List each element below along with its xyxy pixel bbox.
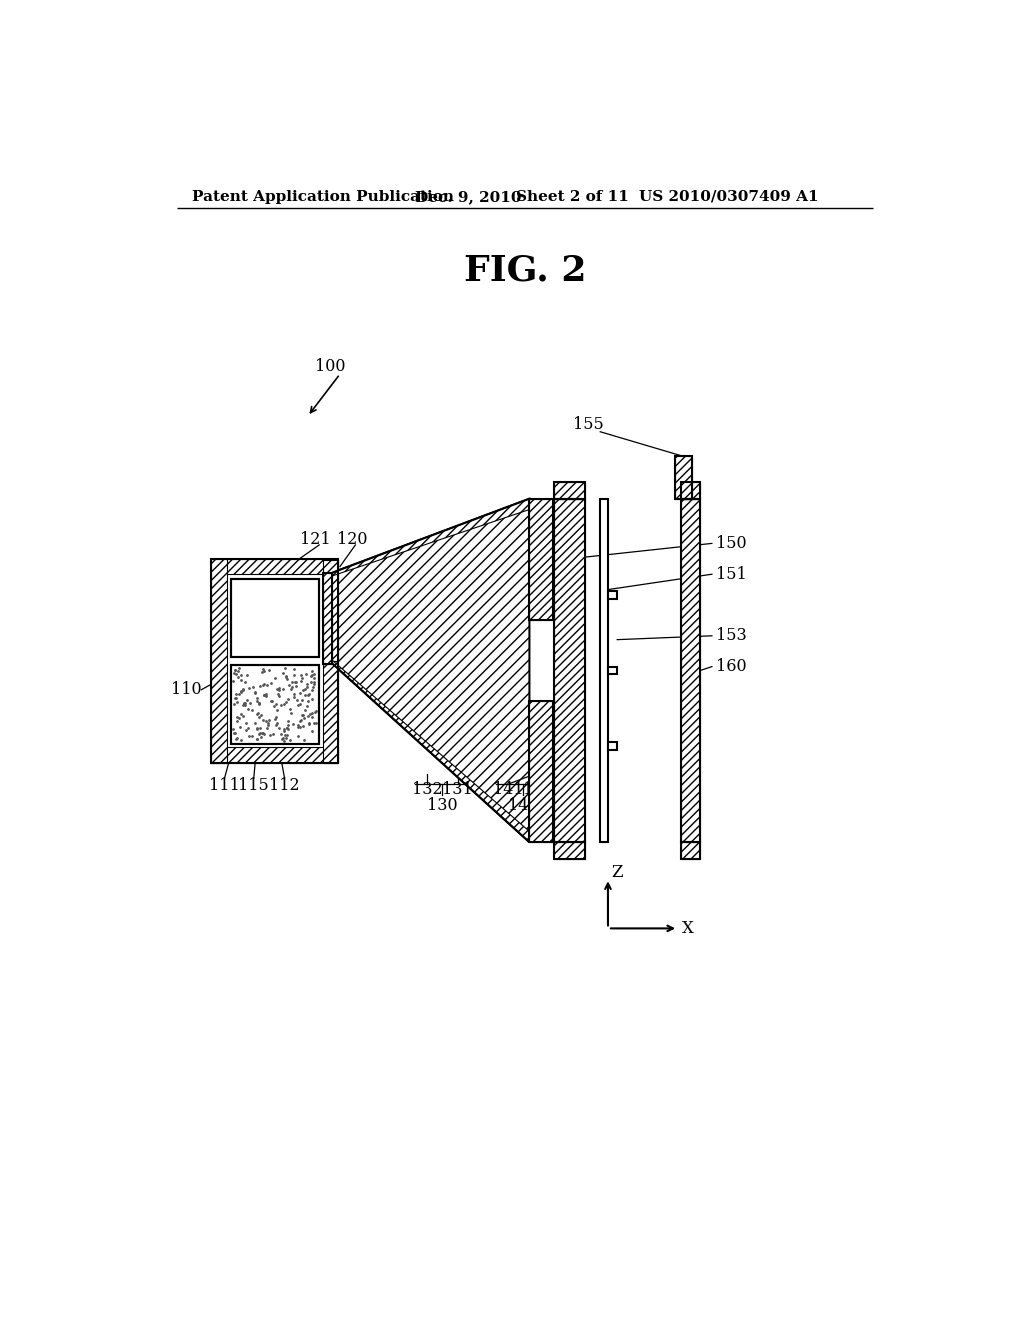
- Text: 155: 155: [573, 416, 604, 433]
- Bar: [681, 499, 700, 842]
- Text: 120: 120: [337, 531, 368, 548]
- Text: 115: 115: [239, 777, 269, 795]
- Text: US 2010/0307409 A1: US 2010/0307409 A1: [639, 190, 818, 203]
- Bar: [675, 457, 692, 499]
- Text: 112: 112: [269, 777, 300, 795]
- Text: 160: 160: [716, 659, 746, 675]
- Bar: [323, 573, 333, 664]
- Bar: [230, 665, 319, 743]
- Bar: [323, 661, 339, 763]
- Bar: [608, 742, 617, 750]
- Bar: [554, 842, 585, 859]
- Bar: [529, 499, 553, 620]
- Bar: [608, 667, 617, 675]
- Bar: [211, 558, 339, 763]
- Text: FIG. 2: FIG. 2: [464, 253, 586, 286]
- Bar: [608, 591, 617, 599]
- Text: Z: Z: [611, 863, 624, 880]
- Bar: [323, 560, 339, 661]
- Text: 140: 140: [508, 797, 539, 813]
- Text: Patent Application Publication: Patent Application Publication: [193, 190, 455, 203]
- Text: 151: 151: [716, 566, 746, 582]
- Text: 131: 131: [442, 781, 473, 799]
- Bar: [230, 665, 319, 743]
- Bar: [554, 499, 585, 842]
- Bar: [554, 499, 585, 842]
- Bar: [675, 457, 692, 499]
- Text: 110: 110: [171, 681, 202, 698]
- Bar: [554, 482, 585, 499]
- Text: 132: 132: [412, 781, 442, 799]
- Bar: [681, 482, 700, 499]
- Bar: [600, 499, 608, 842]
- Text: Sheet 2 of 11: Sheet 2 of 11: [515, 190, 629, 203]
- Text: 130: 130: [427, 797, 458, 813]
- Bar: [529, 701, 553, 842]
- Bar: [681, 842, 700, 859]
- Bar: [554, 482, 585, 499]
- Text: 141: 141: [493, 781, 523, 799]
- Bar: [529, 499, 553, 620]
- Bar: [323, 573, 333, 664]
- Text: X: X: [682, 920, 693, 937]
- Polygon shape: [333, 499, 529, 576]
- Bar: [529, 701, 553, 842]
- Text: 111: 111: [209, 777, 240, 795]
- Polygon shape: [333, 499, 529, 842]
- Bar: [230, 579, 319, 657]
- Bar: [681, 842, 700, 859]
- Bar: [230, 579, 319, 657]
- Text: 153: 153: [716, 627, 746, 644]
- Bar: [211, 558, 339, 574]
- Text: 121: 121: [300, 531, 331, 548]
- Bar: [211, 558, 226, 763]
- Bar: [681, 482, 700, 499]
- Text: 100: 100: [315, 358, 346, 375]
- Bar: [211, 747, 339, 763]
- Text: 150: 150: [716, 535, 746, 552]
- Text: 142: 142: [523, 781, 554, 799]
- Polygon shape: [333, 660, 529, 842]
- Bar: [681, 499, 700, 842]
- Text: Dec. 9, 2010: Dec. 9, 2010: [416, 190, 522, 203]
- Bar: [554, 842, 585, 859]
